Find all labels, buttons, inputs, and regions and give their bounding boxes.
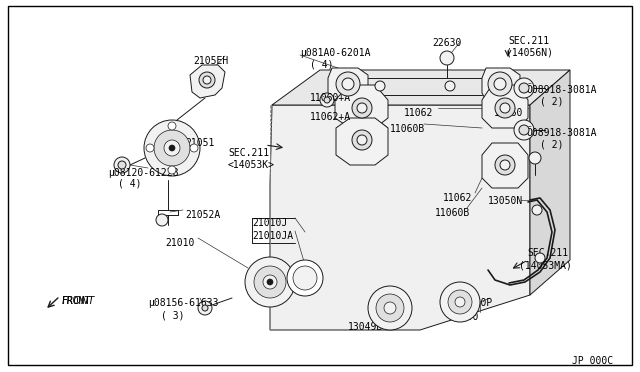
Circle shape — [488, 72, 512, 96]
Text: 11060+A: 11060+A — [310, 93, 351, 103]
Circle shape — [199, 72, 215, 88]
Text: 21010J: 21010J — [252, 218, 287, 228]
Circle shape — [495, 98, 515, 118]
Circle shape — [514, 120, 534, 140]
Circle shape — [118, 161, 126, 169]
Circle shape — [376, 294, 404, 322]
Polygon shape — [335, 85, 388, 128]
Text: <14053K>: <14053K> — [228, 160, 275, 170]
Circle shape — [384, 302, 396, 314]
Polygon shape — [482, 85, 528, 128]
Circle shape — [352, 130, 372, 150]
Polygon shape — [482, 143, 528, 188]
Text: 13049B: 13049B — [348, 322, 383, 332]
Circle shape — [156, 214, 168, 226]
Circle shape — [448, 290, 472, 314]
Circle shape — [190, 144, 198, 152]
Circle shape — [114, 157, 130, 173]
Circle shape — [154, 130, 190, 166]
Text: ( 4): ( 4) — [310, 59, 333, 69]
Circle shape — [168, 166, 176, 174]
Circle shape — [519, 83, 529, 93]
Text: 21010JA: 21010JA — [252, 231, 293, 241]
Circle shape — [320, 93, 334, 107]
Circle shape — [342, 78, 354, 90]
Polygon shape — [270, 105, 530, 330]
Text: SEC.211: SEC.211 — [508, 36, 549, 46]
Text: 21010: 21010 — [165, 238, 195, 248]
Circle shape — [267, 279, 273, 285]
Circle shape — [203, 76, 211, 84]
Circle shape — [357, 103, 367, 113]
Text: 11060: 11060 — [494, 108, 524, 118]
Text: 13050P: 13050P — [458, 298, 493, 308]
Circle shape — [445, 81, 455, 91]
Circle shape — [198, 301, 212, 315]
Circle shape — [529, 152, 541, 164]
Text: (14056N): (14056N) — [506, 47, 553, 57]
Circle shape — [535, 253, 545, 263]
Circle shape — [352, 98, 372, 118]
Circle shape — [263, 275, 277, 289]
Polygon shape — [190, 65, 225, 98]
Circle shape — [293, 266, 317, 290]
Circle shape — [532, 205, 542, 215]
Circle shape — [202, 305, 208, 311]
Text: FRONT: FRONT — [62, 296, 95, 306]
Text: (14053MA): (14053MA) — [519, 260, 572, 270]
Circle shape — [254, 266, 286, 298]
Text: 21200: 21200 — [449, 312, 478, 322]
Text: 11062: 11062 — [404, 108, 433, 118]
Circle shape — [287, 260, 323, 296]
Circle shape — [500, 160, 510, 170]
Text: 11062+A: 11062+A — [310, 112, 351, 122]
Text: 21051: 21051 — [185, 138, 214, 148]
Circle shape — [375, 81, 385, 91]
Text: 11060B: 11060B — [435, 208, 470, 218]
Text: ( 2): ( 2) — [540, 96, 563, 106]
Circle shape — [494, 78, 506, 90]
Text: ( 3): ( 3) — [161, 310, 184, 320]
Text: 11060B: 11060B — [390, 124, 425, 134]
Text: µ08156-61633: µ08156-61633 — [148, 298, 218, 308]
Circle shape — [500, 103, 510, 113]
Text: Õ08918-3081A: Õ08918-3081A — [527, 85, 598, 95]
Circle shape — [368, 286, 412, 330]
Text: 11062: 11062 — [443, 193, 472, 203]
Polygon shape — [272, 70, 570, 105]
Polygon shape — [328, 68, 368, 100]
Circle shape — [455, 297, 465, 307]
Circle shape — [519, 125, 529, 135]
Polygon shape — [482, 68, 520, 100]
Circle shape — [169, 145, 175, 151]
Text: ( 4): ( 4) — [118, 178, 141, 188]
Circle shape — [440, 51, 454, 65]
Circle shape — [514, 78, 534, 98]
Text: 13050N: 13050N — [488, 196, 524, 206]
Polygon shape — [530, 70, 570, 295]
Circle shape — [164, 140, 180, 156]
Text: 21052A: 21052A — [185, 210, 220, 220]
Circle shape — [440, 282, 480, 322]
Text: FRONT: FRONT — [62, 296, 92, 306]
Text: ( 2): ( 2) — [540, 139, 563, 149]
Text: Õ08918-3081A: Õ08918-3081A — [527, 128, 598, 138]
Circle shape — [146, 144, 154, 152]
Circle shape — [495, 155, 515, 175]
Text: SEC.211: SEC.211 — [527, 248, 568, 258]
Circle shape — [324, 97, 330, 103]
Text: 22630: 22630 — [432, 38, 461, 48]
Text: 2105EH: 2105EH — [193, 56, 228, 66]
Polygon shape — [336, 118, 388, 165]
Circle shape — [168, 122, 176, 130]
Text: SEC.211: SEC.211 — [228, 148, 269, 158]
Circle shape — [245, 257, 295, 307]
Text: JP 000C: JP 000C — [572, 356, 613, 366]
Text: µ08120-61228: µ08120-61228 — [108, 168, 179, 178]
Circle shape — [144, 120, 200, 176]
Circle shape — [357, 135, 367, 145]
Circle shape — [336, 72, 360, 96]
Text: µ081A0-6201A: µ081A0-6201A — [300, 48, 371, 58]
